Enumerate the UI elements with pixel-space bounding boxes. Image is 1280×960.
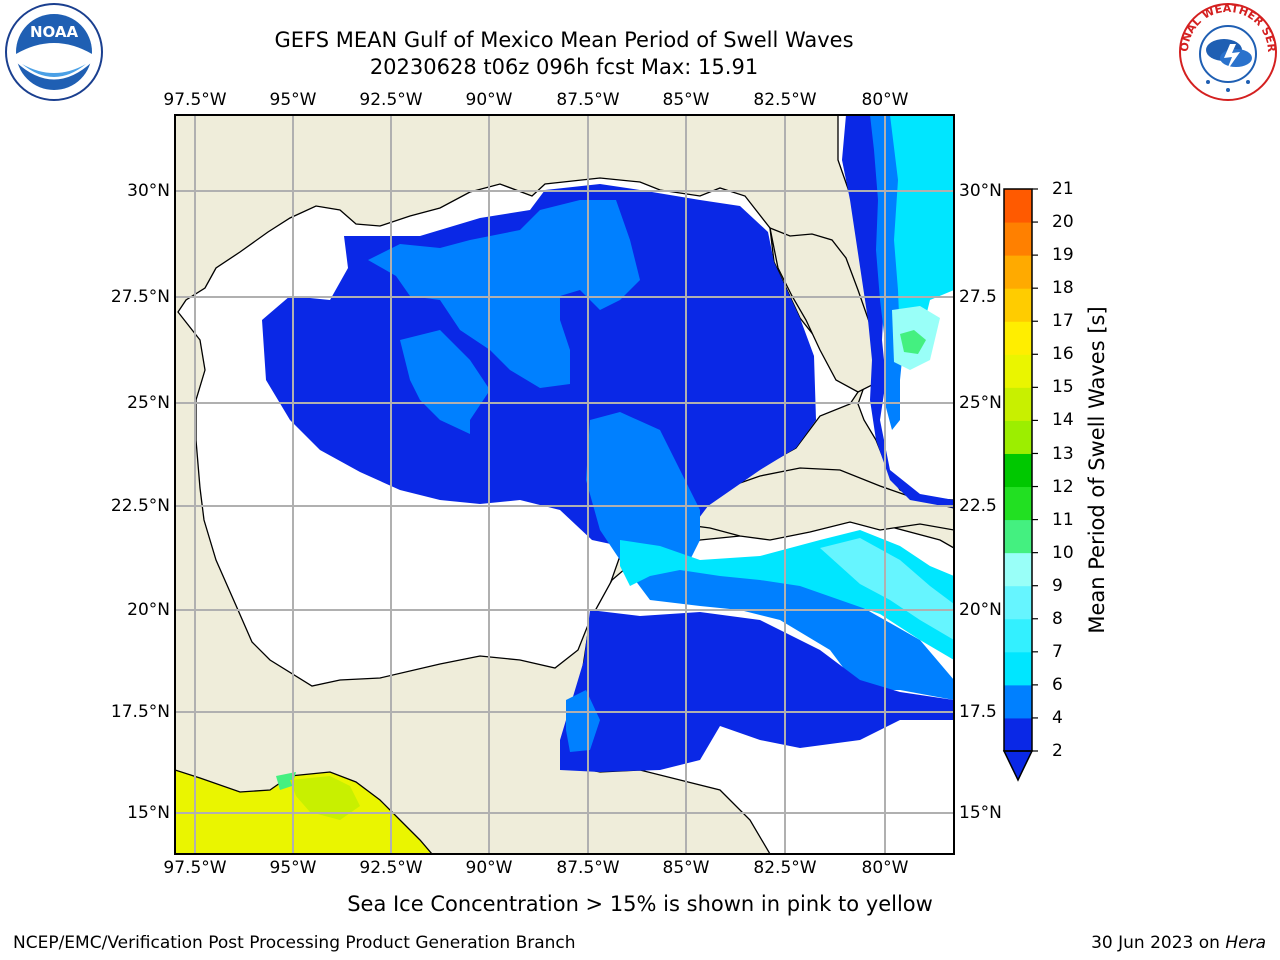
colorbar-segment [1004,354,1032,388]
swell-10-11s-pacific [276,772,296,790]
swell-7-8s-caribbean [820,538,954,640]
colorbar-tick-label: 15 [1052,377,1074,398]
colorbar-tick-label: 19 [1052,245,1074,266]
footer-credit: NCEP/EMC/Verification Post Processing Pr… [13,933,576,953]
lon-label-top: 92.5°W [359,90,423,110]
lon-label-top: 97.5°W [163,90,227,110]
colorbar-segment [1004,222,1032,256]
lon-label-bottom: 95°W [269,858,317,878]
colorbar-tick-label: 20 [1052,212,1074,233]
colorbar-segment [1004,453,1032,488]
colorbar-segment [1004,420,1032,454]
swell-2-4s-caribbean [560,610,954,772]
colorbar-tick-label: 12 [1052,476,1074,497]
colorbar-segment [1004,288,1032,322]
lon-label-top: 95°W [269,90,317,110]
lat-label-left: 25°N [127,393,170,413]
lon-label-bottom: 97.5°W [163,858,227,878]
colorbar-segment [1004,519,1032,554]
lat-label-right: 17.5 [959,702,997,722]
swell-6-7s-atlantic [890,115,954,360]
lat-label-left: 17.5°N [110,702,170,722]
noaa-logo-icon: NOAA [4,2,104,102]
lon-label-bottom: 82.5°W [753,858,817,878]
lon-label-top: 85°W [662,90,710,110]
lon-label-top: 90°W [465,90,513,110]
noaa-logo-text: NOAA [30,23,79,41]
map-title: GEFS MEAN Gulf of Mexico Mean Period of … [274,28,854,52]
colorbar-tick-label: 16 [1052,344,1074,365]
lat-label-right: 27.5 [959,287,997,307]
swell-9-10s-atlantic [900,330,926,354]
colorbar-tick-label: 10 [1052,542,1074,563]
footer-machine: Hera [1225,933,1266,953]
nws-logo-icon: NATIONAL WEATHER SERVICE [1173,0,1278,102]
lon-label-bottom: 87.5°W [556,858,620,878]
colorbar-frame [1003,188,1033,752]
lat-label-right: 25°N [959,393,1002,413]
colorbar-segment [1004,387,1032,421]
colorbar-tick-label: 9 [1052,575,1063,596]
sea-ice-note: Sea Ice Concentration > 15% is shown in … [347,892,933,916]
colorbar-tick-label: 11 [1052,509,1074,530]
colorbar-tick-label: 14 [1052,410,1074,431]
lon-label-top: 82.5°W [753,90,817,110]
colorbar-tick-label: 2 [1052,741,1063,761]
swell-2-4s-atlantic [842,115,954,508]
lat-label-left: 27.5°N [110,287,170,307]
footer-date: 30 Jun 2023 on Hera [1091,933,1266,953]
lon-label-bottom: 85°W [662,858,710,878]
swell-4-6s-center [368,200,640,388]
colorbar-tick-label: 17 [1052,311,1074,332]
colorbar-segment [1004,486,1032,521]
lat-label-right: 15°N [959,803,1002,823]
lon-label-bottom: 92.5°W [359,858,423,878]
footer-date-text: 30 Jun 2023 on [1091,933,1220,953]
lon-label-top: 80°W [861,90,909,110]
swell-4-6s-caribbean [566,690,600,752]
colorbar-extend-arrow [1002,750,1034,782]
colorbar-segment [1004,321,1032,355]
colorbar-tick-label: 8 [1052,608,1063,629]
lat-label-left: 22.5°N [110,496,170,516]
colorbar-segment [1004,618,1032,653]
colorbar-tick-label: 18 [1052,278,1074,299]
cuba-land [689,467,954,541]
colorbar-segment [1004,552,1032,587]
lat-label-right: 20°N [959,600,1002,620]
lon-label-top: 87.5°W [556,90,620,110]
lat-label-left: 30°N [127,181,170,201]
lat-label-right: 22.5 [959,496,997,516]
lat-label-left: 20°N [127,600,170,620]
lon-label-bottom: 90°W [465,858,513,878]
colorbar-segment [1004,255,1032,289]
lat-label-right: 30°N [959,181,1002,201]
swell-4-6s-south [586,412,954,700]
colorbar-tick-label: 4 [1052,707,1063,728]
colorbar-tick-label: 21 [1052,179,1074,199]
swell-12-13s-pacific [290,776,360,820]
map-grid [175,115,954,854]
colorbar-segment [1004,717,1032,752]
colorbar-tick-label: 13 [1052,443,1074,464]
colorbar-segment [1004,585,1032,620]
lon-label-bottom: 80°W [861,858,909,878]
map-frame [174,114,955,855]
swell-4-6s-west [400,330,490,434]
colorbar-tick-label: 6 [1052,674,1063,695]
lat-label-left: 15°N [127,803,170,823]
colorbar-segment [1004,189,1032,223]
colorbar-tick-label: 7 [1052,641,1063,662]
colorbar-segment [1004,651,1032,686]
map-subtitle-forecast: 20230628 t06z 096h fcst Max: 15.91 [369,55,759,79]
colorbar-segment [1004,684,1032,719]
colorbar-label: Mean Period of Swell Waves [s] [1085,306,1109,634]
